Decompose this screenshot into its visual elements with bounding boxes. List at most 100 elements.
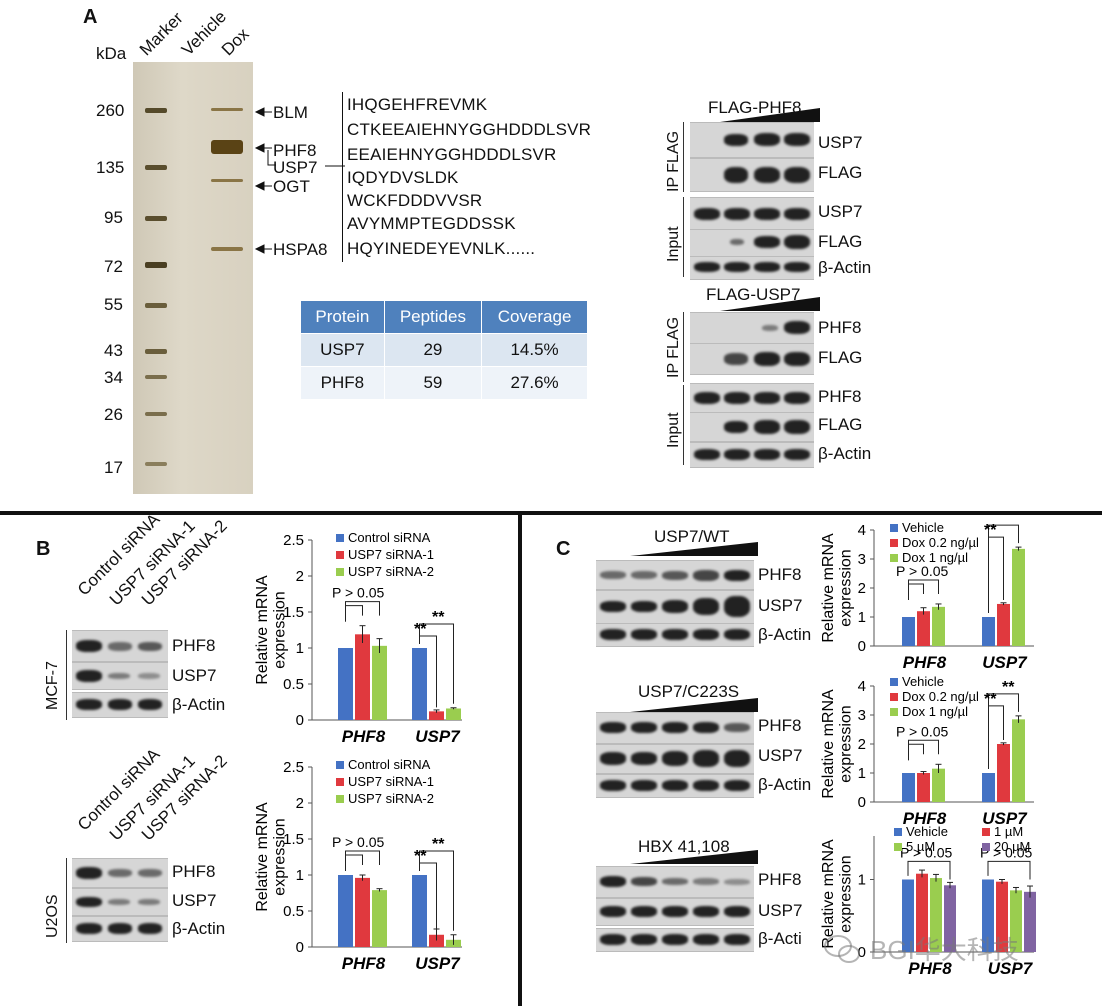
wechat-icon — [824, 935, 860, 963]
significance-marker: ** — [1002, 518, 1015, 527]
blot-ip1-input-flag — [690, 229, 814, 257]
ip1-input-label-usp7: USP7 — [818, 202, 863, 221]
legend-label: Vehicle — [902, 520, 944, 535]
legend-label: Vehicle — [906, 824, 948, 839]
legend-swatch — [890, 539, 898, 547]
bar — [997, 744, 1010, 802]
bar — [902, 879, 914, 952]
ip2-input-label-phf8: PHF8 — [818, 387, 862, 406]
table-cell: USP7 — [300, 333, 385, 367]
lane-label-dox: Dox — [217, 24, 253, 60]
y-tick-label: 0 — [858, 944, 866, 961]
legend-swatch — [890, 678, 898, 686]
bar — [355, 877, 370, 947]
bar — [996, 881, 1008, 952]
bar — [982, 879, 994, 952]
c1-title: USP7/WT — [654, 527, 730, 546]
x-category-label: PHF8 — [903, 809, 947, 828]
y-tick-label: 2 — [296, 795, 304, 812]
ip1-gradient-wedge — [720, 108, 820, 122]
p-value-annotation: P > 0.05 — [332, 834, 385, 850]
ip1-input-label-flag: FLAG — [818, 232, 863, 251]
bar — [338, 875, 353, 947]
y-tick-label: 1 — [858, 872, 866, 889]
bracket — [907, 860, 951, 880]
bar — [1012, 719, 1025, 802]
bar — [1012, 548, 1025, 646]
ip1-label-flag: FLAG — [818, 163, 863, 182]
bracket — [345, 605, 363, 622]
legend-swatch — [336, 551, 344, 559]
mw-43: 43 — [104, 341, 123, 360]
blot-b1-actin — [72, 692, 168, 718]
blot-c1-actin — [596, 623, 754, 647]
legend-swatch — [890, 524, 898, 532]
c3-title: HBX 41,108 — [638, 837, 730, 856]
b2-label-phf8: PHF8 — [172, 862, 216, 881]
y-axis-label: Relative mRNAexpression — [254, 575, 289, 685]
y-tick-label: 2.5 — [283, 759, 304, 776]
table-header: Protein — [300, 300, 385, 334]
c2-label-usp7: USP7 — [758, 746, 803, 765]
legend-swatch — [890, 554, 898, 562]
ip2-ip-label: IP FLAG — [665, 316, 682, 378]
y-tick-label: 0 — [296, 712, 304, 729]
b2-label-usp7: USP7 — [172, 891, 217, 910]
x-category-label: USP7 — [988, 959, 1034, 978]
bar — [446, 708, 461, 720]
ip1-input-label-actin: β-Actin — [818, 258, 872, 277]
legend-label: Vehicle — [902, 674, 944, 689]
y-axis-label: Relative mRNAexpression — [820, 533, 855, 643]
c3-gradient-wedge — [630, 850, 758, 864]
blot-c2-phf8 — [596, 712, 754, 744]
bar — [1010, 890, 1022, 952]
c1-label-usp7: USP7 — [758, 596, 803, 615]
significance-marker: ** — [1002, 679, 1015, 696]
b1-label-usp7: USP7 — [172, 666, 217, 685]
table-cell: 27.6% — [481, 366, 588, 400]
ip2-input-label-flag: FLAG — [818, 415, 863, 434]
significance-marker: ** — [414, 848, 427, 865]
legend-swatch — [336, 534, 344, 542]
y-tick-label: 1 — [296, 640, 304, 657]
bar — [917, 773, 930, 802]
y-tick-label: 4 — [858, 678, 866, 695]
bar — [372, 890, 387, 947]
x-category-label: PHF8 — [342, 954, 386, 973]
bar — [412, 648, 427, 720]
peptide-3: EEAIEHNYGGHDDDLSVR — [347, 145, 557, 164]
p-value-annotation: P > 0.05 — [896, 723, 949, 739]
bar — [932, 606, 945, 646]
blot-c2-usp7 — [596, 744, 754, 774]
legend-label: Dox 0.2 ng/µl — [902, 689, 979, 704]
blot-b2-usp7 — [72, 888, 168, 916]
y-tick-label: 1 — [858, 609, 866, 626]
panel-divider-horizontal — [0, 511, 1102, 515]
peptide-2: CTKEEAIEHNYGGHDDDLSVR — [347, 120, 592, 139]
legend-swatch — [890, 693, 898, 701]
coverage-table: Protein Peptides Coverage USP7 29 14.5% … — [300, 300, 588, 400]
y-tick-label: 1.5 — [283, 604, 304, 621]
bar — [982, 617, 995, 646]
legend-label: USP7 siRNA-2 — [348, 791, 434, 806]
legend-label: USP7 siRNA-2 — [348, 564, 434, 579]
table-cell: 59 — [383, 366, 483, 400]
legend-swatch — [336, 795, 344, 803]
kda-label: kDa — [96, 44, 127, 63]
bar — [338, 648, 353, 720]
y-axis-label: Relative mRNAexpression — [820, 839, 855, 949]
blot-ip2-input-actin — [690, 442, 814, 468]
ip2-label-phf8: PHF8 — [818, 318, 862, 337]
blot-ip1-usp7 — [690, 122, 814, 158]
bracket — [419, 623, 454, 704]
c1-gradient-wedge — [630, 542, 758, 556]
panel-c-label: C — [556, 538, 571, 560]
legend-label: 20 µM — [994, 839, 1030, 854]
blot-ip2-input-phf8 — [690, 383, 814, 413]
bar — [997, 603, 1010, 646]
c2-label-phf8: PHF8 — [758, 716, 802, 735]
table-row: PHF8 59 27.6% — [300, 366, 588, 400]
